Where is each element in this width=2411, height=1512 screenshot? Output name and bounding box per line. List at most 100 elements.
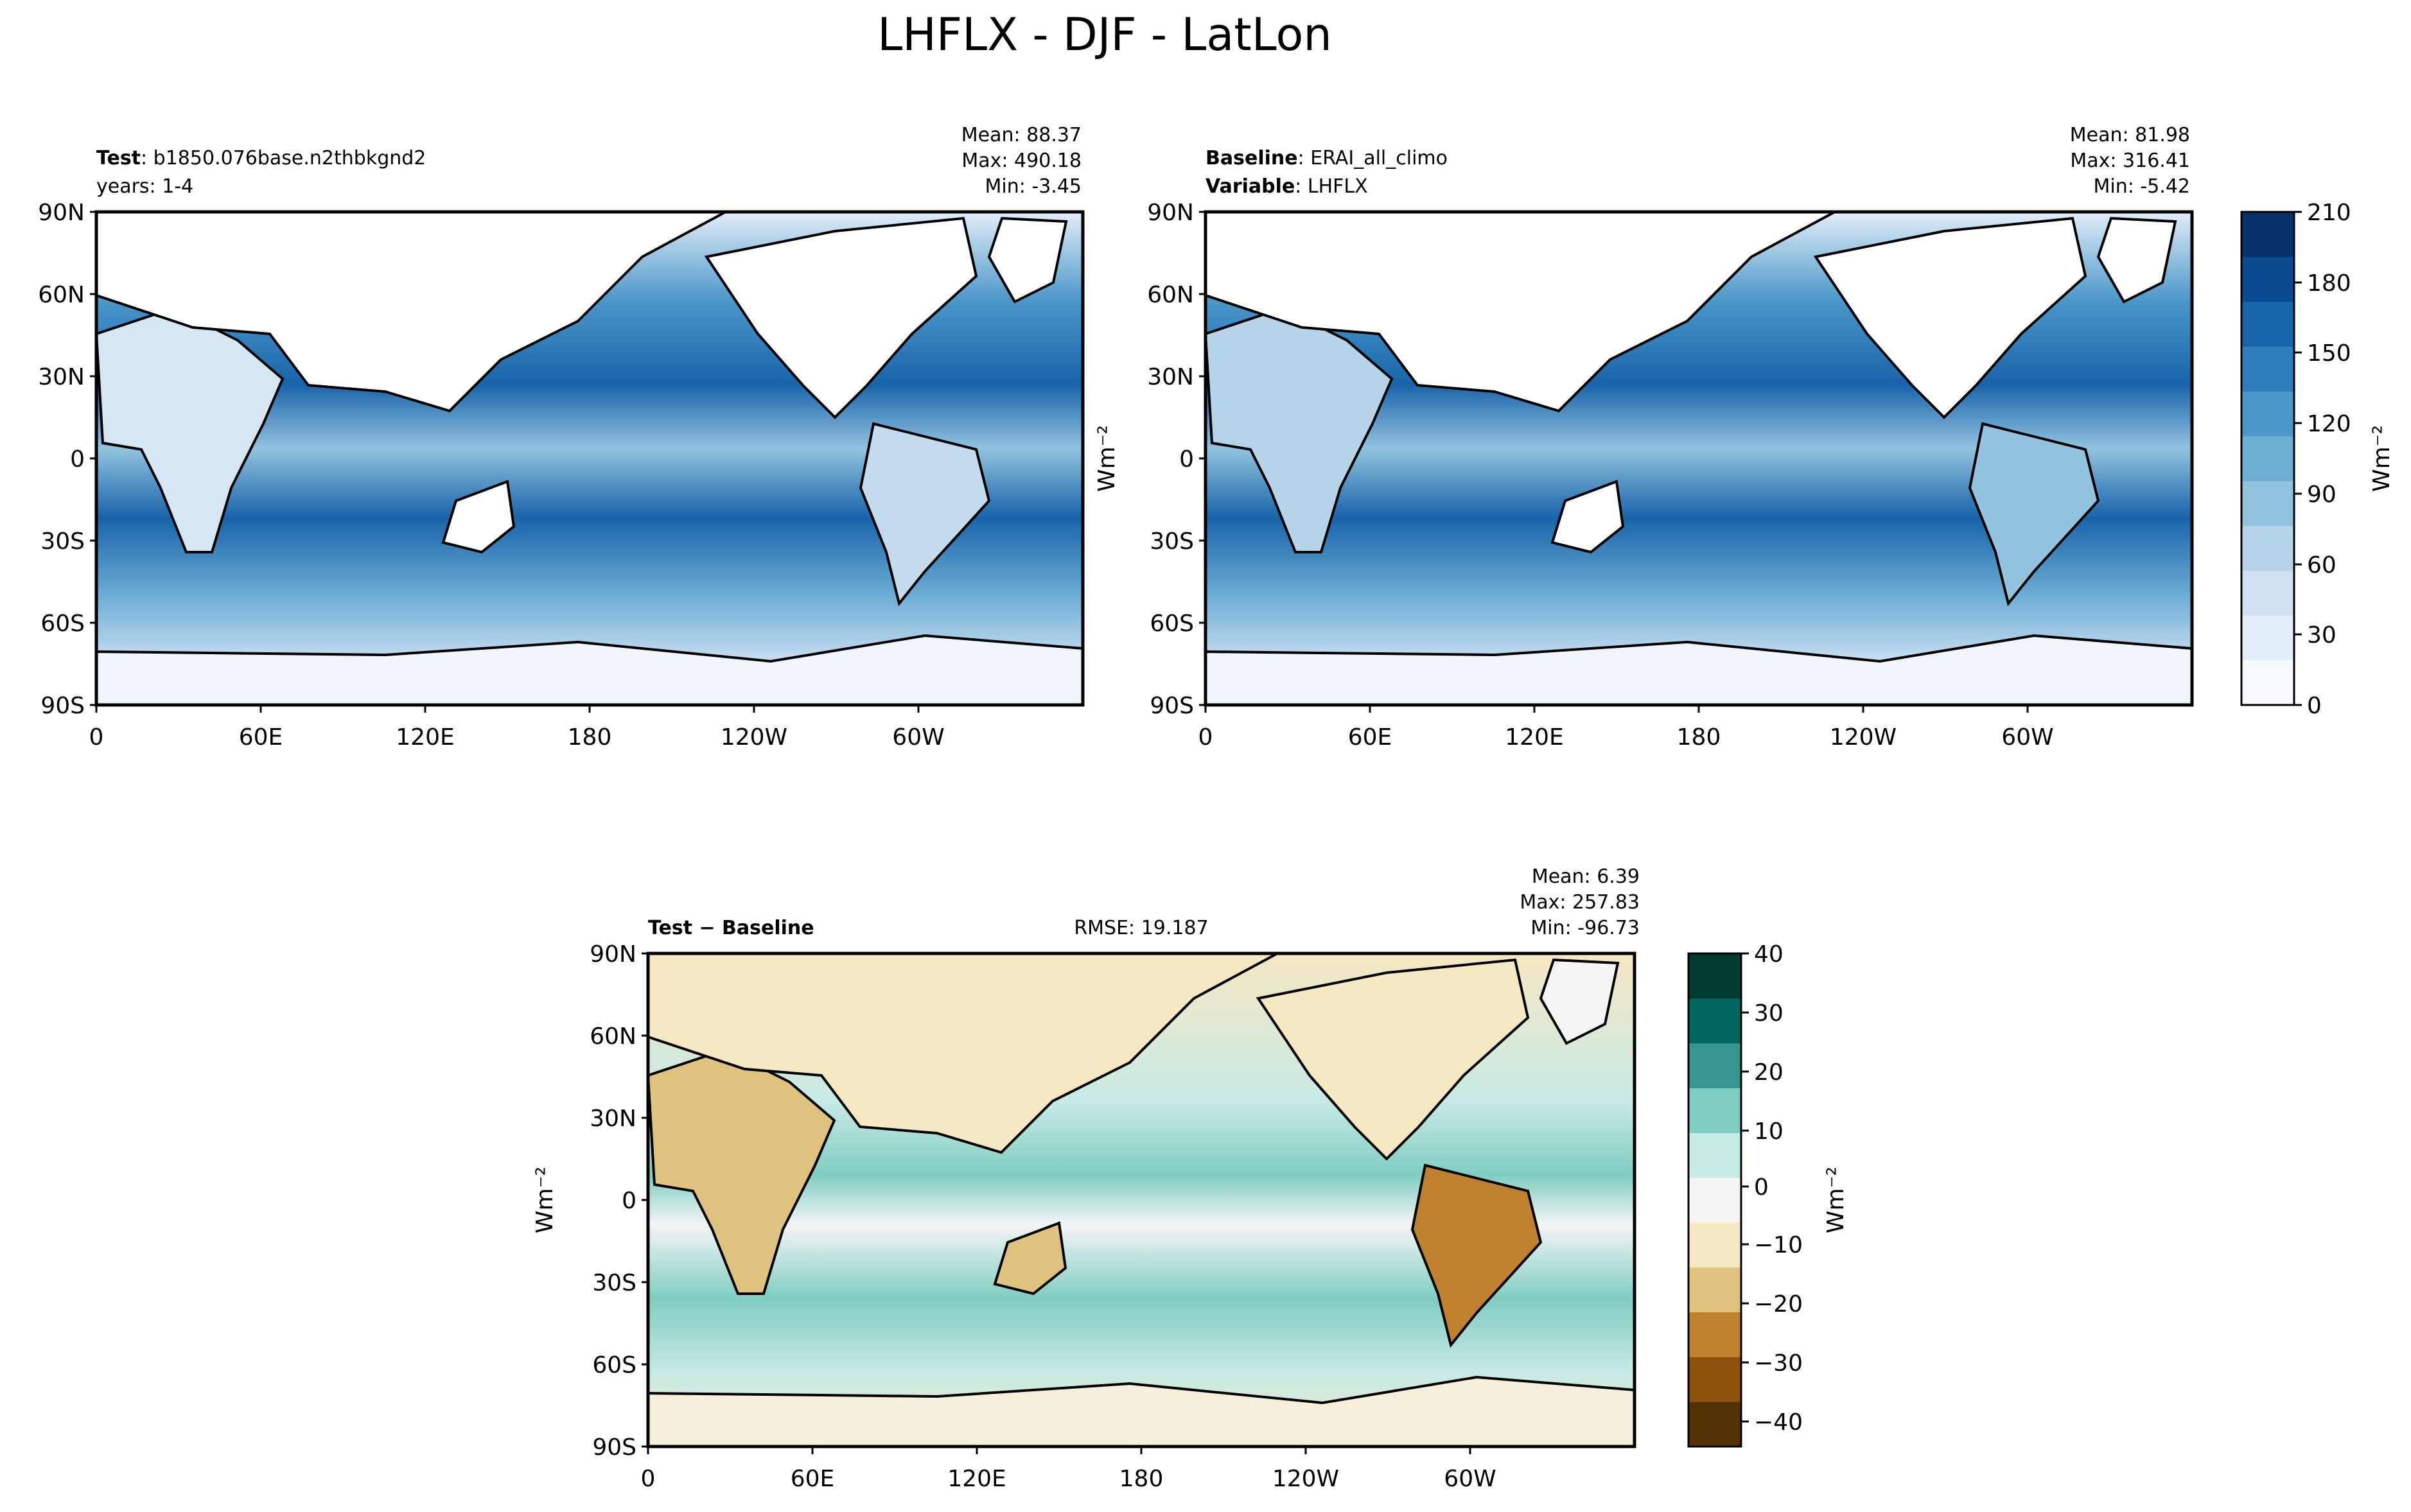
panel-diff-mean: Mean: 6.39 bbox=[1532, 865, 1640, 888]
colorbar-segment bbox=[2241, 615, 2294, 661]
lon-tick: 60W bbox=[1444, 1466, 1496, 1492]
lon-tick: 60E bbox=[791, 1466, 835, 1492]
panel-diff-lon-ticks: 0 60E 120E 180 120W 60W bbox=[641, 1447, 1496, 1492]
panel-diff-ylabel: Wm⁻² bbox=[532, 1167, 558, 1233]
lat-tick: 0 bbox=[1179, 446, 1194, 473]
panel-top-ylabel: Wm⁻² bbox=[1094, 425, 1120, 492]
colorbar-main-tick: 30 bbox=[2307, 622, 2336, 648]
lat-tick: 30N bbox=[1147, 364, 1194, 390]
colorbar-segment bbox=[1688, 1267, 1741, 1313]
colorbar-diff-label: Wm⁻² bbox=[1823, 1167, 1849, 1233]
lat-tick: 90S bbox=[1150, 693, 1194, 719]
panel-baseline-label: Baseline: ERAI_all_climo bbox=[1206, 147, 1448, 169]
lat-tick: 90N bbox=[1147, 200, 1194, 226]
colorbar-main-tick: 0 bbox=[2307, 693, 2322, 719]
panel-test-max: Max: 490.18 bbox=[961, 150, 1082, 172]
lat-tick: 60N bbox=[1147, 282, 1194, 308]
lon-tick: 60W bbox=[892, 724, 944, 751]
panel-diff-max: Max: 257.83 bbox=[1520, 891, 1640, 914]
colorbar-segment bbox=[1688, 1402, 1741, 1447]
colorbar-segment bbox=[2241, 212, 2294, 257]
panel-test-mean: Mean: 88.37 bbox=[961, 124, 1082, 146]
panel-baseline-max: Max: 316.41 bbox=[2070, 150, 2190, 172]
panel-baseline-mean: Mean: 81.98 bbox=[2070, 124, 2190, 146]
panel-baseline-min: Min: -5.42 bbox=[2094, 175, 2191, 198]
lon-tick: 180 bbox=[1677, 724, 1721, 751]
colorbar-diff-tick: 40 bbox=[1754, 941, 1784, 968]
colorbar-segment bbox=[2241, 570, 2294, 616]
lon-tick: 180 bbox=[1119, 1466, 1164, 1492]
panel-baseline-map bbox=[1204, 210, 2194, 707]
panel-test-lat-ticks: 90N 60N 30N 0 30S 60S 90S bbox=[38, 200, 96, 719]
lon-tick: 60E bbox=[1348, 724, 1392, 751]
colorbar-diff-tick: −30 bbox=[1754, 1350, 1803, 1377]
lat-tick: 30S bbox=[592, 1270, 636, 1296]
lat-tick: 60N bbox=[38, 282, 85, 308]
colorbar-diff: 40 30 20 10 0 −10 −20 −30 −40 Wm⁻² bbox=[1687, 941, 1849, 1448]
colorbar-diff-tick: −10 bbox=[1754, 1232, 1803, 1258]
lat-tick: 30S bbox=[40, 528, 85, 555]
continent-greenland bbox=[2096, 216, 2177, 304]
lon-tick: 120W bbox=[1830, 724, 1897, 751]
panel-test-map bbox=[94, 210, 1085, 707]
lat-tick: 90S bbox=[40, 693, 85, 719]
lat-tick: 60S bbox=[40, 611, 85, 637]
lon-tick: 120E bbox=[396, 724, 454, 751]
lat-tick: 30N bbox=[590, 1106, 636, 1132]
lat-tick: 90S bbox=[592, 1434, 636, 1461]
continent-australia bbox=[441, 480, 516, 554]
lon-tick: 0 bbox=[89, 724, 104, 751]
colorbar-main-tick: 60 bbox=[2307, 552, 2336, 578]
colorbar-main-label: Wm⁻² bbox=[2369, 425, 2395, 492]
colorbar-diff-tick: −20 bbox=[1754, 1291, 1803, 1317]
panel-diff-label: Test − Baseline bbox=[648, 917, 814, 939]
colorbar-main-tick: 120 bbox=[2307, 411, 2351, 437]
lon-tick: 120W bbox=[1272, 1466, 1339, 1492]
panel-diff: Test − Baseline RMSE: 19.187 Mean: 6.39 … bbox=[532, 865, 1640, 1492]
panel-baseline-lat-ticks: 90N 60N 30N 0 30S 60S 90S bbox=[1147, 200, 1206, 719]
colorbar-diff-tick: 0 bbox=[1754, 1174, 1769, 1201]
colorbar-segment bbox=[1688, 1357, 1741, 1402]
colorbar-main-tick: 180 bbox=[2307, 270, 2351, 297]
panel-test-lon-ticks: 0 60E 120E 180 120W 60W bbox=[89, 705, 945, 751]
colorbar-segment bbox=[1688, 1133, 1741, 1178]
panel-baseline: Baseline: ERAI_all_climo Variable: LHFLX… bbox=[1147, 124, 2194, 751]
lat-tick: 90N bbox=[590, 941, 636, 968]
colorbar-main-tick: 150 bbox=[2307, 340, 2351, 367]
colorbar-segment bbox=[2241, 525, 2294, 571]
colorbar-segment bbox=[1688, 953, 1741, 999]
figure-title: LHFLX - DJF - LatLon bbox=[877, 8, 1332, 61]
lat-tick: 60S bbox=[1150, 611, 1194, 637]
panel-diff-min: Min: -96.73 bbox=[1530, 917, 1640, 939]
lon-tick: 120E bbox=[1505, 724, 1563, 751]
colorbar-segment bbox=[2241, 436, 2294, 482]
colorbar-segment bbox=[2241, 480, 2294, 526]
colorbar-diff-tick: 10 bbox=[1754, 1118, 1784, 1145]
panel-diff-lat-ticks: 90N 60N 30N 0 30S 60S 90S bbox=[590, 941, 648, 1461]
lon-tick: 180 bbox=[568, 724, 612, 751]
continent-south-america bbox=[1410, 1163, 1543, 1348]
continent-south-america bbox=[1968, 422, 2100, 607]
lat-tick: 60N bbox=[590, 1023, 636, 1050]
lon-tick: 60W bbox=[2001, 724, 2053, 751]
colorbar-segment bbox=[2241, 301, 2294, 347]
colorbar-segment bbox=[1688, 1088, 1741, 1133]
continent-north-america bbox=[704, 216, 978, 419]
lon-tick: 60E bbox=[239, 724, 283, 751]
lon-tick: 0 bbox=[641, 1466, 656, 1492]
colorbar-diff-fill bbox=[1688, 953, 1741, 1447]
continent-north-america bbox=[1813, 216, 2087, 419]
continent-africa bbox=[1204, 306, 1394, 553]
panel-test-label: Test: b1850.076base.n2thbkgnd2 bbox=[96, 147, 426, 169]
lon-tick: 120W bbox=[721, 724, 787, 751]
colorbar-segment bbox=[1688, 998, 1741, 1044]
colorbar-diff-tick: 30 bbox=[1754, 1000, 1784, 1027]
colorbar-segment bbox=[1688, 1312, 1741, 1357]
colorbar-segment bbox=[2241, 346, 2294, 392]
continent-africa bbox=[94, 306, 285, 553]
colorbar-main-tick: 210 bbox=[2307, 200, 2351, 226]
lat-tick: 0 bbox=[70, 446, 85, 473]
continent-eurasia bbox=[95, 211, 726, 413]
continent-greenland bbox=[1539, 958, 1620, 1045]
colorbar-segment bbox=[1688, 1177, 1741, 1223]
